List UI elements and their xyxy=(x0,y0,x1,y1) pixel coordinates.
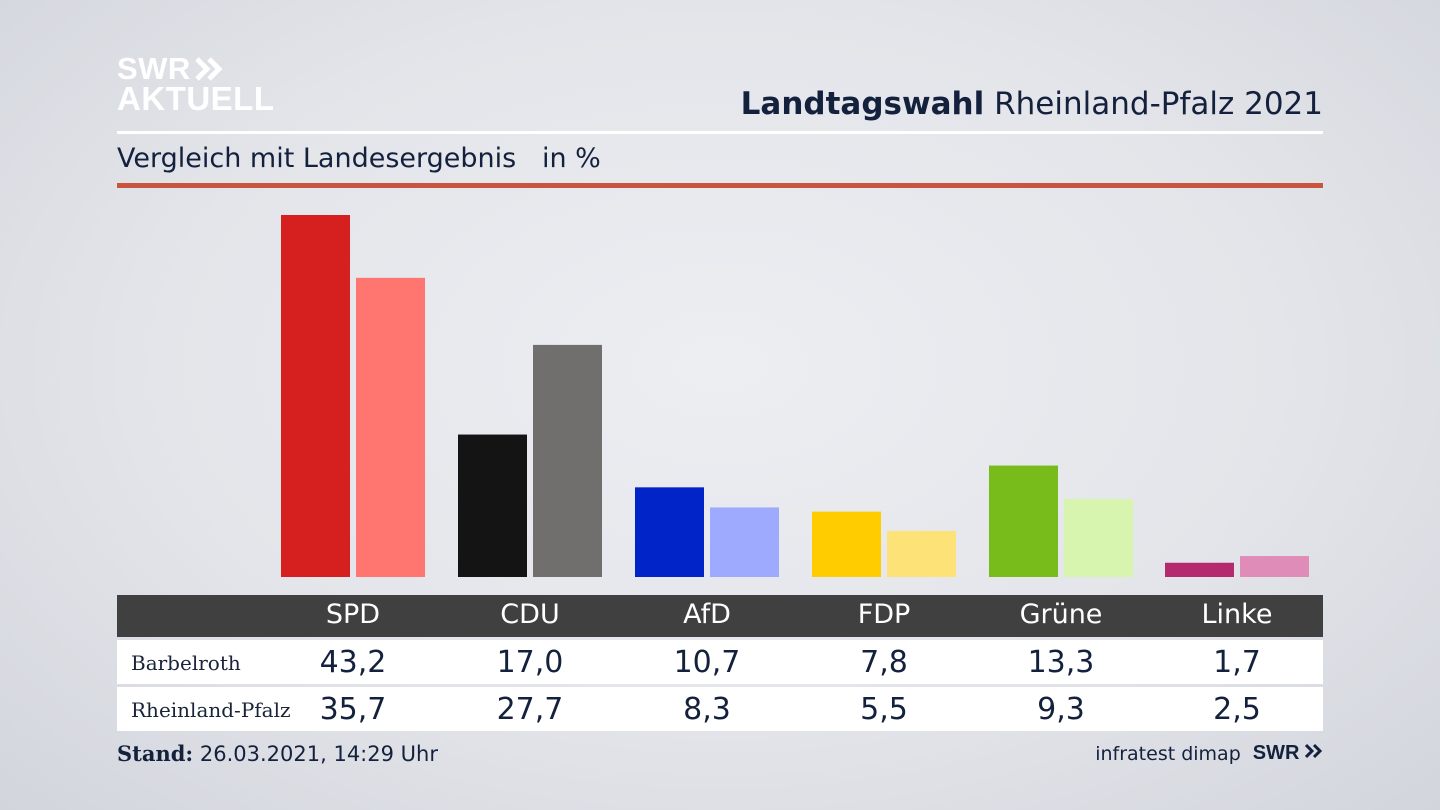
page-title: Landtagswahl Rheinland-Pfalz 2021 xyxy=(741,86,1323,122)
bar-fdp-barbelroth xyxy=(812,511,881,577)
value-cell: 35,7 xyxy=(319,692,387,727)
accent-divider xyxy=(117,183,1323,188)
title-bold: Landtagswahl xyxy=(740,86,985,122)
row-label: Rheinland-Pfalz xyxy=(131,698,291,722)
double-chevron-icon xyxy=(1304,743,1323,759)
value-cell: 9,3 xyxy=(1037,692,1085,727)
value-cell: 13,3 xyxy=(1027,645,1095,680)
table-header-row: SPD CDU AfD FDP Grüne Linke xyxy=(117,595,1323,637)
logo-text-aktuell: AKTUELL xyxy=(117,80,275,117)
bar-linke-barbelroth xyxy=(1165,562,1234,577)
stand-value: 26.03.2021, 14:29 Uhr xyxy=(199,742,438,766)
bar-spd-rheinland-pfalz xyxy=(356,277,425,577)
bar-cdu-rheinland-pfalz xyxy=(533,344,602,577)
source-credit: infratest dimap SWR xyxy=(1095,742,1323,765)
value-cell: 5,5 xyxy=(860,692,908,727)
header-divider xyxy=(117,131,1323,134)
logo-text-swr: SWR xyxy=(117,51,191,86)
column-header-gruene: Grüne xyxy=(1019,599,1103,630)
bar-afd-rheinland-pfalz xyxy=(710,507,779,577)
bar-spd-barbelroth xyxy=(281,215,350,577)
table-row-rheinland-pfalz: Rheinland-Pfalz 35,7 27,7 8,3 5,5 9,3 2,5 xyxy=(117,687,1323,731)
value-cell: 43,2 xyxy=(319,645,387,680)
column-header-cdu: CDU xyxy=(500,599,560,630)
table-row-barbelroth: Barbelroth 43,2 17,0 10,7 7,8 13,3 1,7 xyxy=(117,640,1323,684)
title-rest: Rheinland-Pfalz 2021 xyxy=(994,86,1323,122)
value-cell: 17,0 xyxy=(496,645,564,680)
bar-cdu-barbelroth xyxy=(458,434,527,577)
bar-gruene-barbelroth xyxy=(989,465,1058,577)
value-cell: 7,8 xyxy=(860,645,908,680)
source-label: infratest dimap xyxy=(1095,742,1241,765)
value-cell: 10,7 xyxy=(673,645,741,680)
results-table: SPD CDU AfD FDP Grüne Linke Barbelroth 43,2 17… xyxy=(117,595,1323,731)
value-cell: 2,5 xyxy=(1213,692,1261,727)
stand-label: Stand: xyxy=(117,741,194,766)
chart-subtitle: Vergleich mit Landesergebnis in % xyxy=(117,143,601,174)
value-cell: 8,3 xyxy=(683,692,731,727)
brand-text: SWR xyxy=(1252,742,1300,764)
value-cell: 27,7 xyxy=(496,692,564,727)
timestamp: Stand: 26.03.2021, 14:29 Uhr xyxy=(117,741,438,766)
swr-aktuell-logo: SWR AKTUELL xyxy=(117,51,275,117)
row-label: Barbelroth xyxy=(131,651,241,675)
bar-linke-rheinland-pfalz xyxy=(1240,556,1309,577)
column-header-linke: Linke xyxy=(1201,599,1273,630)
column-header-afd: AfD xyxy=(683,599,731,630)
bar-afd-barbelroth xyxy=(635,487,704,577)
double-chevron-icon xyxy=(195,57,223,81)
bar-gruene-rheinland-pfalz xyxy=(1064,499,1133,577)
column-header-fdp: FDP xyxy=(857,599,911,630)
column-header-spd: SPD xyxy=(325,599,381,630)
swr-brand: SWR xyxy=(1253,742,1323,765)
value-cell: 1,7 xyxy=(1213,645,1261,680)
bar-fdp-rheinland-pfalz xyxy=(887,530,956,577)
